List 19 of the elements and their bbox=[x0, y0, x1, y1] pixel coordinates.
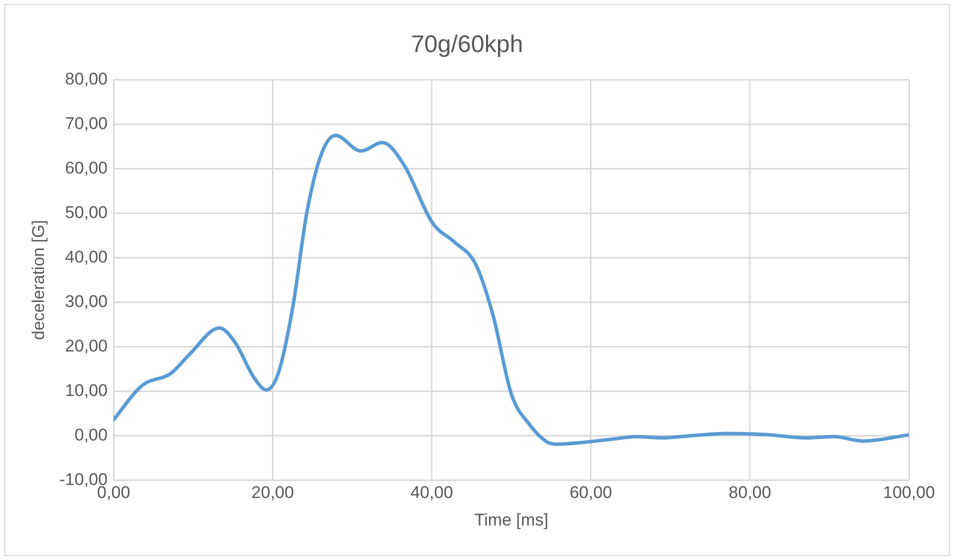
y-axis-title: deceleration [G] bbox=[28, 220, 48, 340]
x-tick-label: 100,00 bbox=[883, 483, 935, 502]
x-axis-title: Time [ms] bbox=[474, 510, 548, 530]
x-tick-label: 80,00 bbox=[728, 483, 772, 502]
x-tick-label: 40,00 bbox=[410, 483, 454, 502]
y-tick-label: 60,00 bbox=[65, 158, 108, 178]
y-tick-label: 80,00 bbox=[65, 69, 108, 88]
y-tick-label: 20,00 bbox=[65, 336, 108, 356]
y-tick-label: 70,00 bbox=[65, 114, 108, 133]
x-tick-label: 20,00 bbox=[251, 483, 294, 502]
y-tick-label: 10,00 bbox=[65, 380, 108, 400]
line-series bbox=[114, 134, 909, 446]
chart-title: 70g/60kph bbox=[410, 31, 524, 58]
y-tick-label: -10,00 bbox=[59, 470, 108, 489]
y-tick-label: 40,00 bbox=[65, 247, 108, 266]
y-tick-label: 50,00 bbox=[65, 202, 108, 222]
y-tick-label: 0,00 bbox=[74, 425, 108, 444]
y-tick-label: 30,00 bbox=[65, 292, 108, 311]
x-tick-label: 60,00 bbox=[570, 483, 612, 502]
